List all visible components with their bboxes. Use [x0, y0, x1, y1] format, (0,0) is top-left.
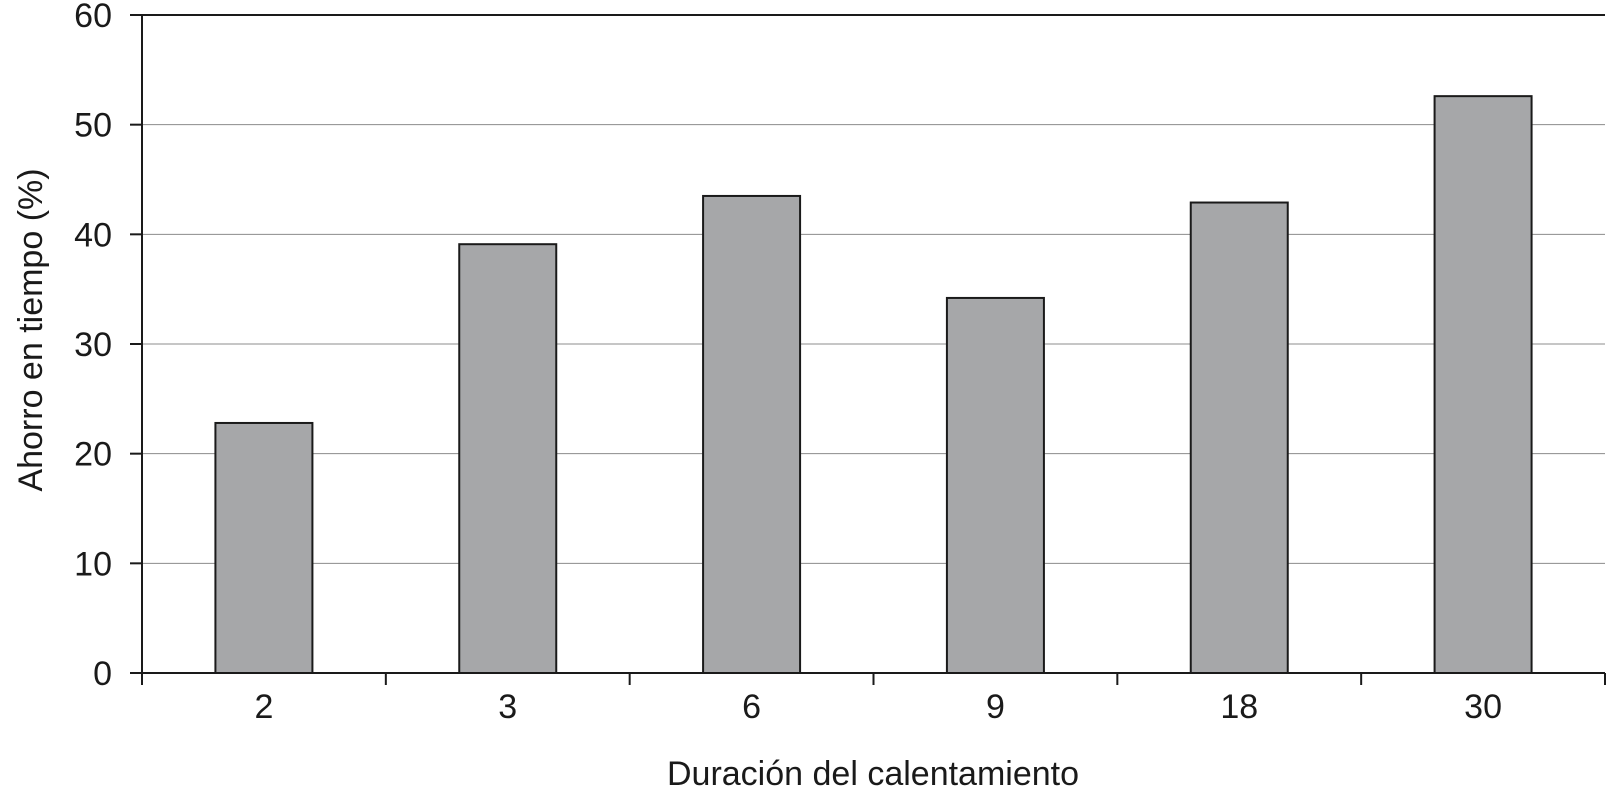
- y-tick-label: 10: [74, 545, 112, 583]
- axes: [130, 14, 1606, 685]
- x-tick-label: 3: [498, 688, 517, 726]
- y-tick-label: 30: [74, 326, 112, 364]
- bar-18: [1189, 201, 1289, 674]
- gridlines: [142, 14, 1605, 564]
- x-tick-label: 18: [1220, 688, 1258, 726]
- y-axis-title: Ahorro en tiempo (%): [12, 168, 50, 491]
- bar-3: [458, 243, 558, 674]
- y-tick-labels: 0 10 20 30 40 50 60: [74, 0, 112, 693]
- x-tick-label: 6: [742, 688, 761, 726]
- x-tick-labels: 2 3 6 9 18 30: [254, 688, 1502, 726]
- bar-2: [214, 421, 314, 674]
- x-tick-label: 9: [986, 688, 1005, 726]
- y-tick-label: 60: [74, 0, 112, 35]
- x-axis-title: Duración del calentamiento: [667, 755, 1079, 788]
- x-tick-label: 2: [254, 688, 273, 726]
- bar-9: [945, 296, 1045, 674]
- x-tick-label: 30: [1464, 688, 1502, 726]
- y-tick-label: 20: [74, 436, 112, 474]
- bars: [214, 95, 1533, 675]
- bar-30: [1433, 95, 1533, 675]
- bar-6: [702, 194, 802, 674]
- y-tick-label: 50: [74, 107, 112, 145]
- y-tick-label: 0: [93, 655, 112, 693]
- y-tick-label: 40: [74, 216, 112, 254]
